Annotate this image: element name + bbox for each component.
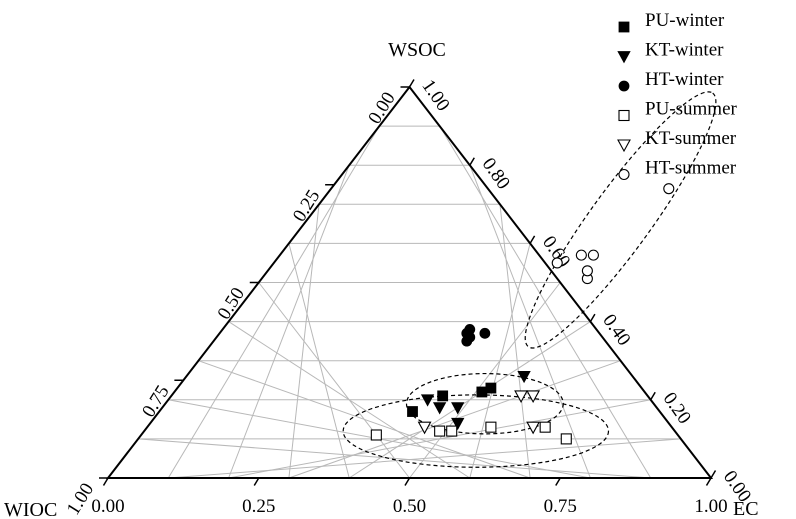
data-point-pu-summer (446, 425, 458, 437)
legend-marker (617, 139, 631, 153)
tick-mark (102, 477, 109, 486)
legend-label: PU-summer (645, 99, 738, 120)
data-point-kt-winter (517, 370, 531, 384)
data-point-pu-summer (485, 421, 497, 433)
grid-line (439, 125, 652, 479)
legend-marker (618, 168, 630, 181)
tick-mark (404, 477, 411, 486)
data-point-pu-winter (437, 390, 449, 402)
legend-marker (618, 80, 630, 92)
data-point-pu-summer (370, 429, 382, 441)
data-point-kt-winter (451, 417, 465, 431)
tick-mark (529, 235, 536, 244)
data-point-pu-summer (434, 425, 446, 437)
grid-line (469, 243, 531, 479)
legend-label: HT-summer (645, 158, 737, 179)
data-point-ht-summer (575, 249, 587, 261)
legend-label: PU-winter (645, 10, 725, 31)
grid-line (258, 282, 410, 479)
tick-mark (469, 157, 475, 166)
tick-mark (589, 313, 596, 322)
grid-line (198, 360, 531, 479)
tick-label: 1.00 (694, 496, 727, 517)
grid-line (409, 282, 561, 479)
ternary-grid (138, 125, 681, 479)
data-point-pu-winter (407, 406, 418, 417)
corner-label-top: WSOC (388, 39, 446, 61)
data-point-ht-summer (581, 265, 593, 277)
tick-label: 1.00 (417, 76, 453, 115)
data-point-kt-summer (526, 390, 541, 404)
tick-mark (710, 470, 717, 479)
grid-line (499, 204, 531, 479)
legend: PU-winter KT-winter HT-winter PU-summer KT-s… (617, 10, 738, 181)
data-point-ht-winter (479, 327, 491, 339)
legend-marker (618, 109, 630, 122)
tick-label: 0.00 (91, 496, 124, 517)
data-point-ht-summer (587, 249, 599, 261)
tick-mark (253, 477, 260, 486)
tick-label: 0.80 (478, 154, 514, 193)
legend-label: KT-winter (645, 40, 724, 61)
tick-label: 0.25 (242, 496, 275, 517)
data-point-kt-summer (514, 390, 528, 404)
tick-label: 0.20 (659, 389, 695, 428)
corner-label-right: EC (733, 498, 759, 519)
data-point-pu-summer (560, 433, 572, 445)
data-points (370, 183, 675, 445)
data-point-ht-winter (461, 335, 473, 347)
data-point-pu-summer (539, 421, 551, 433)
grid-line (138, 438, 651, 479)
tick-mark (408, 79, 415, 88)
group-ellipse (342, 394, 610, 468)
data-point-kt-summer (526, 421, 541, 435)
tick-label: 0.50 (393, 496, 426, 517)
data-point-pu-winter (476, 386, 488, 398)
data-point-kt-winter (420, 394, 435, 407)
tick-mark (650, 391, 656, 401)
data-point-pu-winter (485, 382, 497, 394)
grid-line (228, 321, 471, 479)
legend-marker (618, 21, 630, 33)
grid-line (469, 165, 591, 479)
data-point-kt-winter (451, 402, 465, 415)
tick-mark (705, 477, 712, 486)
data-point-kt-summer (417, 421, 432, 435)
legend-label: HT-winter (645, 69, 724, 90)
data-point-ht-summer (663, 183, 675, 195)
corner-label-left: WIOC (4, 499, 57, 519)
tick-label: 0.40 (598, 310, 634, 349)
tick-mark (555, 477, 561, 486)
data-point-ht-summer (551, 257, 563, 269)
data-point-kt-winter (432, 402, 447, 415)
tick-label: 0.75 (544, 496, 577, 517)
legend-label: KT-summer (645, 128, 737, 149)
legend-marker (617, 51, 631, 64)
